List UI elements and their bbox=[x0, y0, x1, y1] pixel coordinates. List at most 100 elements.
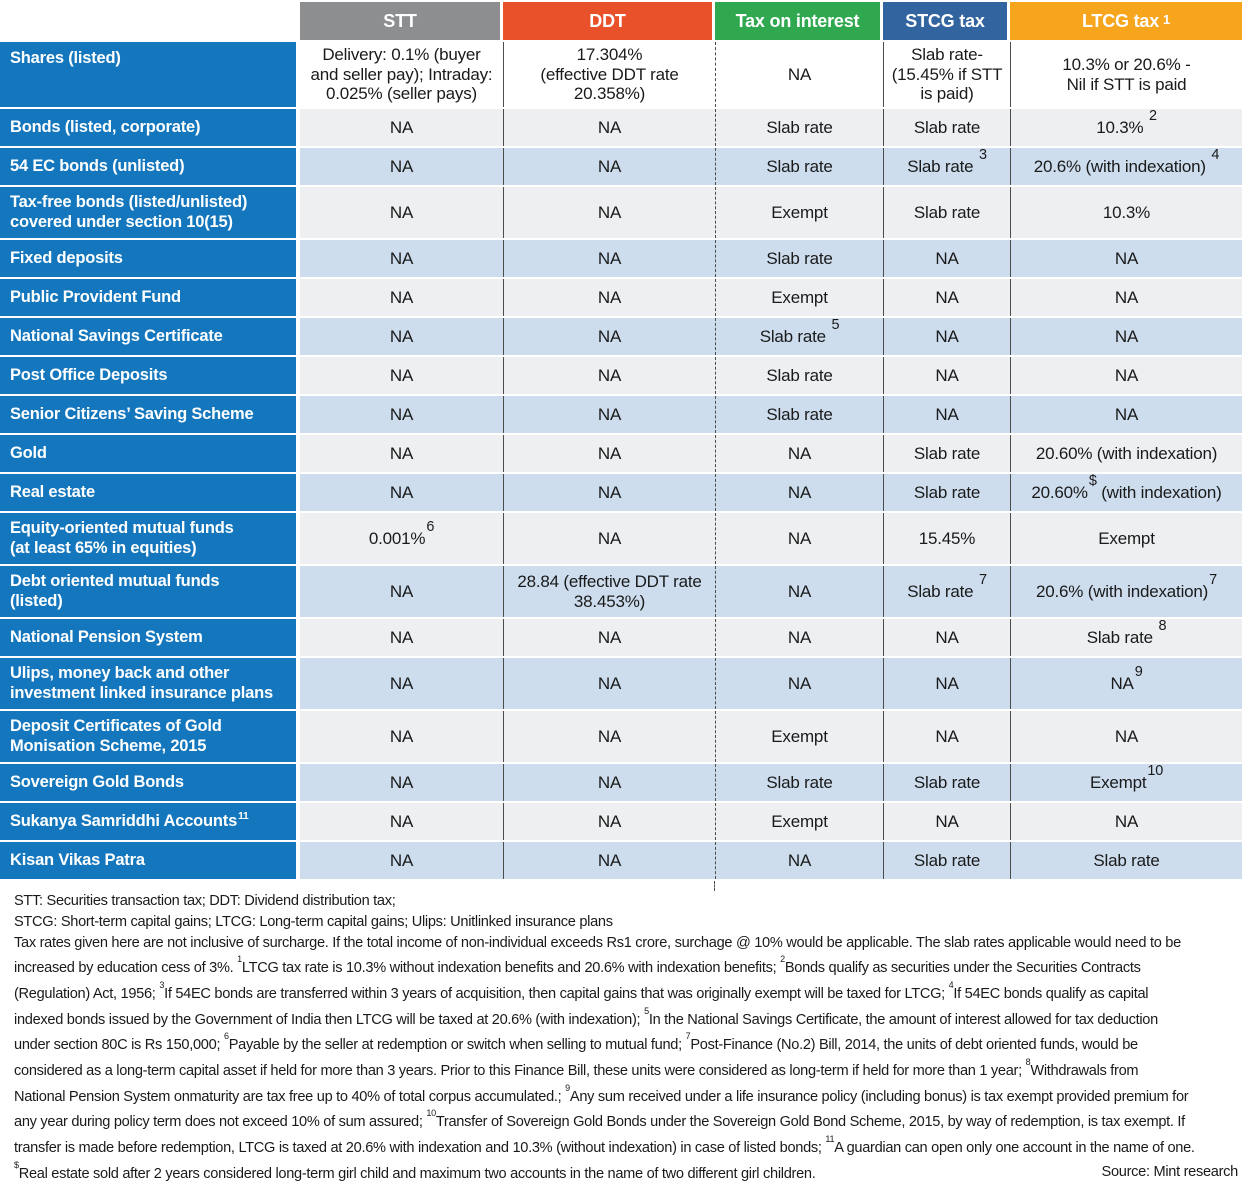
table-cell: NA bbox=[503, 474, 715, 511]
table-cell: NA bbox=[1010, 318, 1242, 355]
table-cell: NA bbox=[715, 474, 883, 511]
footnote-line: any year during policy term does not exc… bbox=[14, 1108, 1185, 1131]
footnote-ref: 4 bbox=[948, 979, 954, 990]
table-cell: NA bbox=[300, 658, 503, 709]
table-row: 54 EC bonds (unlisted) NA NA Slab rate Slab … bbox=[0, 148, 1242, 185]
footnote-line: increased by education cess of 3%. 1LTCG… bbox=[14, 954, 1141, 977]
table-row: Deposit Certificates of Gold Monisation … bbox=[0, 711, 1242, 762]
column-header-label: DDT bbox=[589, 10, 626, 31]
table-cell: NA bbox=[883, 396, 1010, 433]
row-label: Public Provident Fund bbox=[0, 279, 296, 316]
row-label: Gold bbox=[0, 435, 296, 472]
table-cell: 10.3% bbox=[1010, 187, 1242, 238]
row-label: Sovereign Gold Bonds bbox=[0, 764, 296, 801]
footnote-ref: $ bbox=[14, 1159, 19, 1170]
table-cell: NA bbox=[300, 842, 503, 879]
table-cell: NA bbox=[715, 42, 883, 107]
table-cell: Slab rate bbox=[1010, 842, 1242, 879]
table-row: Fixed deposits NA NA Slab rate NA NA bbox=[0, 240, 1242, 277]
footnote-ref: 6 bbox=[223, 1031, 229, 1042]
footnote-ref: 2 bbox=[1148, 108, 1157, 125]
table-cell: Slab rate bbox=[715, 396, 883, 433]
column-header-label: Tax on interest bbox=[735, 10, 860, 31]
source-label: Source: Mint research bbox=[1095, 1161, 1238, 1183]
table-cell: NA bbox=[1010, 803, 1242, 840]
footnote-line: (Regulation) Act, 1956; 3If 54EC bonds a… bbox=[14, 979, 1149, 1002]
table-row: Real estate NA NA NA Slab rate 20.60%$ (with … bbox=[0, 474, 1242, 511]
table-cell: NA bbox=[883, 619, 1010, 656]
footnote-ref: 8 bbox=[1025, 1056, 1031, 1067]
column-header-ltcg-tax: LTCG tax 1 bbox=[1010, 2, 1242, 40]
table-cell: NA bbox=[503, 240, 715, 277]
footnote-ref: 3 bbox=[159, 979, 165, 990]
table-cell: 15.45% bbox=[883, 513, 1010, 564]
table-cell: NA bbox=[883, 240, 1010, 277]
table-row: Ulips, money back and other investment l… bbox=[0, 658, 1242, 709]
table-cell: NA bbox=[300, 566, 503, 617]
table-cell: Exempt bbox=[715, 187, 883, 238]
row-label: Deposit Certificates of Gold Monisation … bbox=[0, 711, 296, 762]
column-header-label: STT bbox=[383, 10, 417, 31]
table-cell: Slab rate bbox=[883, 842, 1010, 879]
table-cell: Slab rate bbox=[883, 109, 1010, 146]
footnote-ref: 1 bbox=[1163, 11, 1171, 27]
table-cell: NA bbox=[1010, 357, 1242, 394]
footnote-line: STCG: Short-term capital gains; LTCG: Lo… bbox=[14, 913, 613, 930]
table-rows: Shares (listed) Delivery: 0.1% (buyer and… bbox=[0, 42, 1242, 879]
row-label: Sukanya Samriddhi Accounts 11 bbox=[0, 803, 296, 840]
table-cell: NA bbox=[883, 279, 1010, 316]
footnote-ref: 9 bbox=[565, 1082, 570, 1093]
table-cell: NA bbox=[503, 513, 715, 564]
table-cell: NA bbox=[503, 764, 715, 801]
row-label: Bonds (listed, corporate) bbox=[0, 109, 296, 146]
table-cell: NA bbox=[715, 842, 883, 879]
footnote-ref: 8 bbox=[1158, 618, 1167, 635]
column-header-label: STCG tax bbox=[905, 10, 985, 31]
table-cell: NA bbox=[503, 148, 715, 185]
table-row: Equity-oriented mutual funds (at least 6… bbox=[0, 513, 1242, 564]
row-label: National Pension System bbox=[0, 619, 296, 656]
table-cell: NA bbox=[300, 357, 503, 394]
table-row: Senior Citizens’ Saving Scheme NA NA Slab r… bbox=[0, 396, 1242, 433]
table-cell: NA bbox=[503, 357, 715, 394]
row-label: Tax-free bonds (listed/unlisted) covered… bbox=[0, 187, 296, 238]
table-cell: NA bbox=[503, 711, 715, 762]
footnote-ref: 10 bbox=[426, 1108, 436, 1119]
column-header-stt: STT bbox=[300, 2, 500, 40]
row-label: Debt oriented mutual funds (listed) bbox=[0, 566, 296, 617]
table-cell: NA bbox=[300, 279, 503, 316]
table-cell: NA bbox=[1010, 711, 1242, 762]
table-cell: Exempt bbox=[715, 803, 883, 840]
footnote-ref: 3 bbox=[978, 147, 987, 164]
table-cell: NA bbox=[1010, 396, 1242, 433]
footnote-ref: 7 bbox=[978, 572, 987, 589]
row-label: Kisan Vikas Patra bbox=[0, 842, 296, 879]
table-cell: Exempt10 bbox=[1010, 764, 1242, 801]
footnote-ref: 6 bbox=[426, 519, 435, 536]
footnote-ref: 7 bbox=[685, 1031, 691, 1042]
row-label: 54 EC bonds (unlisted) bbox=[0, 148, 296, 185]
table-cell: NA bbox=[715, 513, 883, 564]
table-cell: NA bbox=[503, 318, 715, 355]
table-cell: 20.60%$ (with indexation) bbox=[1010, 474, 1242, 511]
table-cell: Slab rate bbox=[715, 764, 883, 801]
table-cell: NA bbox=[883, 357, 1010, 394]
row-label: Shares (listed) bbox=[0, 42, 296, 107]
table-cell: Slab rate bbox=[883, 187, 1010, 238]
table-cell: 17.304% (effective DDT rate 20.358%) bbox=[503, 42, 715, 107]
footnote-ref: 1 bbox=[237, 954, 242, 965]
table-row: Sukanya Samriddhi Accounts 11 NA NA Exempt NA… bbox=[0, 803, 1242, 840]
table-cell: 10.3% or 20.6% - Nil if STT is paid bbox=[1010, 42, 1242, 107]
table-cell: NA bbox=[883, 318, 1010, 355]
table-cell: NA bbox=[300, 109, 503, 146]
table-cell: 0.001%6 bbox=[300, 513, 503, 564]
table-cell: Slab rate bbox=[715, 240, 883, 277]
footnote-ref: 4 bbox=[1211, 147, 1220, 164]
table-cell: Slab rate- (15.45% if STT is paid) bbox=[883, 42, 1010, 107]
footnote-line: $Real estate sold after 2 years consider… bbox=[14, 1159, 816, 1182]
table-cell: NA bbox=[883, 658, 1010, 709]
row-label: Real estate bbox=[0, 474, 296, 511]
table-row: National Pension System NA NA NA NA Slab rate… bbox=[0, 619, 1242, 656]
table-cell: 20.6% (with indexation)7 bbox=[1010, 566, 1242, 617]
